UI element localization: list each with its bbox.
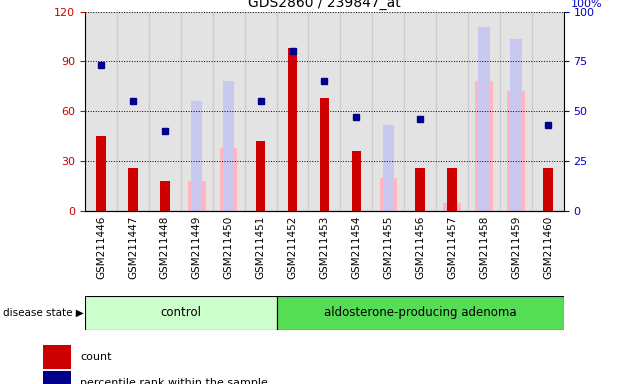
Bar — [85, 296, 277, 330]
Bar — [447, 199, 458, 211]
Bar — [188, 181, 205, 211]
Bar — [96, 136, 106, 211]
Bar — [277, 296, 564, 330]
Text: GSM211458: GSM211458 — [479, 215, 489, 279]
Bar — [223, 81, 234, 211]
Bar — [415, 168, 425, 211]
Title: GDS2860 / 239847_at: GDS2860 / 239847_at — [248, 0, 401, 10]
Bar — [288, 48, 297, 211]
Bar — [543, 168, 553, 211]
Text: GSM211454: GSM211454 — [352, 215, 362, 279]
Bar — [117, 12, 149, 211]
Bar — [510, 40, 522, 211]
Bar — [382, 125, 394, 211]
Bar — [475, 81, 493, 211]
Text: GSM211455: GSM211455 — [383, 215, 393, 279]
Bar — [85, 12, 117, 211]
Bar — [447, 168, 457, 211]
Bar — [319, 98, 329, 211]
Bar — [149, 12, 181, 211]
Bar — [468, 12, 500, 211]
Bar — [372, 12, 404, 211]
Text: GSM211450: GSM211450 — [224, 215, 234, 279]
Text: control: control — [160, 306, 202, 319]
Bar — [309, 12, 340, 211]
Text: GSM211453: GSM211453 — [319, 215, 329, 279]
Bar — [191, 101, 202, 211]
Bar — [507, 91, 525, 211]
Bar — [181, 12, 213, 211]
Bar — [43, 371, 71, 384]
Text: GSM211447: GSM211447 — [128, 215, 138, 279]
Bar — [500, 12, 532, 211]
Bar — [340, 12, 372, 211]
Text: GSM211459: GSM211459 — [511, 215, 521, 279]
Bar — [244, 12, 277, 211]
Bar — [160, 181, 169, 211]
Bar — [379, 178, 397, 211]
Text: GSM211452: GSM211452 — [287, 215, 297, 279]
Bar — [256, 141, 265, 211]
Bar — [478, 28, 490, 211]
Text: GSM211460: GSM211460 — [543, 215, 553, 279]
Text: GSM211451: GSM211451 — [256, 215, 266, 279]
Bar — [436, 12, 468, 211]
Bar — [444, 203, 461, 211]
Text: GSM211457: GSM211457 — [447, 215, 457, 279]
Text: GSM211449: GSM211449 — [192, 215, 202, 279]
Text: percentile rank within the sample: percentile rank within the sample — [80, 378, 268, 384]
Bar — [43, 346, 71, 369]
Bar — [532, 12, 564, 211]
Bar — [352, 151, 361, 211]
Text: aldosterone-producing adenoma: aldosterone-producing adenoma — [324, 306, 517, 319]
Text: GSM211446: GSM211446 — [96, 215, 106, 279]
Text: count: count — [80, 352, 112, 362]
Text: disease state ▶: disease state ▶ — [3, 308, 83, 318]
Text: GSM211456: GSM211456 — [415, 215, 425, 279]
Bar — [220, 148, 238, 211]
Bar — [404, 12, 436, 211]
Text: GSM211448: GSM211448 — [160, 215, 170, 279]
Bar — [213, 12, 244, 211]
Bar — [277, 12, 309, 211]
Text: 100%: 100% — [571, 0, 603, 9]
Bar — [128, 168, 138, 211]
